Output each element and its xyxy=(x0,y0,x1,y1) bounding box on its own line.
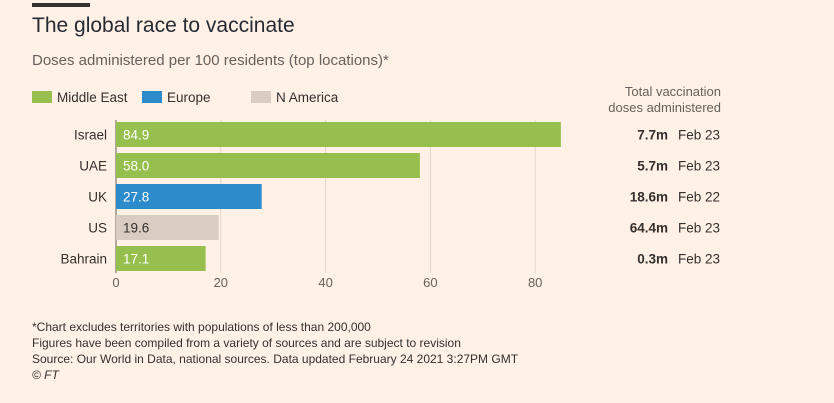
totals-heading: Total vaccination doses administered xyxy=(541,84,721,116)
chart-title: The global race to vaccinate xyxy=(32,14,295,37)
bar-bahrain xyxy=(116,246,206,271)
value-label-israel: 84.9 xyxy=(123,128,149,143)
bar-us xyxy=(116,215,219,240)
x-tick-80: 80 xyxy=(528,275,542,290)
legend-label-europe: Europe xyxy=(167,89,211,105)
total-israel: 7.7m xyxy=(637,128,668,143)
x-tick-40: 40 xyxy=(318,275,332,290)
x-tick-0: 0 xyxy=(112,275,119,290)
top-accent-bar xyxy=(32,3,90,7)
value-labels: 84.9 58.0 27.8 19.6 17.1 xyxy=(123,128,149,267)
bar-israel xyxy=(116,122,561,147)
total-uae: 5.7m xyxy=(637,159,668,174)
x-tick-20: 20 xyxy=(214,275,228,290)
legend-swatch-middle-east xyxy=(32,91,52,103)
copyright: © FT xyxy=(32,368,59,382)
total-us: 64.4m xyxy=(630,221,668,236)
date-bahrain: Feb 23 xyxy=(678,252,720,267)
chart-subtitle: Doses administered per 100 residents (to… xyxy=(32,52,389,69)
category-label-israel: Israel xyxy=(74,128,107,143)
legend-item-n-america: N America xyxy=(251,88,338,106)
category-label-us: US xyxy=(88,221,107,236)
source-line: Source: Our World in Data, national sour… xyxy=(32,352,519,366)
footnote-revision: Figures have been compiled from a variet… xyxy=(32,336,461,350)
value-label-uae: 58.0 xyxy=(123,159,149,174)
totals-heading-line1: Total vaccination xyxy=(624,84,721,99)
value-label-uk: 27.8 xyxy=(123,190,149,205)
legend-item-middle-east: Middle East xyxy=(32,88,128,106)
legend-item-europe: Europe xyxy=(142,88,211,106)
totals-column: 7.7m Feb 23 5.7m Feb 23 18.6m Feb 22 64.4m Feb … xyxy=(630,128,720,267)
legend-label-n-america: N America xyxy=(276,89,339,105)
category-labels: Israel UAE UK US Bahrain xyxy=(60,128,107,267)
footer: *Chart excludes territories with populat… xyxy=(32,319,518,383)
x-tick-60: 60 xyxy=(423,275,437,290)
footnote-exclusions: *Chart excludes territories with populat… xyxy=(32,320,371,334)
value-label-us: 19.6 xyxy=(123,221,149,236)
date-uk: Feb 22 xyxy=(678,190,720,205)
legend-label-middle-east: Middle East xyxy=(57,89,128,105)
category-label-bahrain: Bahrain xyxy=(60,252,107,267)
value-label-bahrain: 17.1 xyxy=(123,252,149,267)
date-uae: Feb 23 xyxy=(678,159,720,174)
date-us: Feb 23 xyxy=(678,221,720,236)
date-israel: Feb 23 xyxy=(678,128,720,143)
x-tick-labels: 0 20 40 60 80 xyxy=(112,275,542,290)
legend-swatch-n-america xyxy=(251,91,271,103)
totals-heading-line2: doses administered xyxy=(608,100,721,115)
total-uk: 18.6m xyxy=(630,190,668,205)
category-label-uk: UK xyxy=(88,190,107,205)
total-bahrain: 0.3m xyxy=(637,252,668,267)
bar-uk xyxy=(116,184,262,209)
category-label-uae: UAE xyxy=(79,159,107,174)
legend-swatch-europe xyxy=(142,91,162,103)
bars xyxy=(116,122,561,271)
bar-uae xyxy=(116,153,420,178)
